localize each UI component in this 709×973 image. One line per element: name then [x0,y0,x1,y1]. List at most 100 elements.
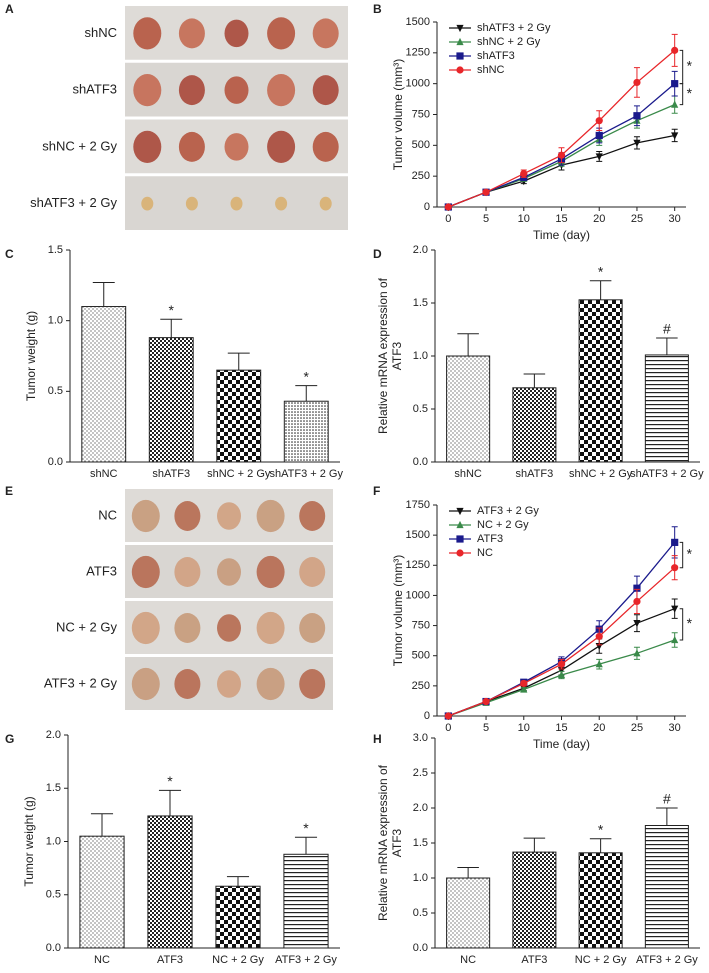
point [456,66,464,74]
row-label: shNC + 2 Gy [42,138,117,153]
y-tick-label: 0 [424,710,430,722]
sig-label: * [167,773,173,789]
tumor [224,76,249,104]
point [595,632,603,641]
x-tick-label: 5 [483,722,489,734]
y-tick-label: 500 [412,139,430,151]
error-bar [226,876,250,887]
tumor [267,74,296,107]
legend-label: shNC [477,64,505,76]
sig-label: # [663,321,671,337]
point [456,37,464,46]
x-tick-label: ATF3 [521,954,547,966]
tumor [312,18,339,49]
y-tick-label: 3.0 [413,732,428,744]
bar [147,815,193,949]
tumor [256,499,285,533]
point [595,131,603,140]
sig-bracket [679,608,684,641]
x-tick-label: NC [460,954,476,966]
y-tick-label: 2.0 [46,729,61,741]
row-label: shNC [84,25,117,40]
x-tick-label: shATF3 + 2 Gy [630,468,704,480]
y-tick-label: 1.5 [46,782,61,794]
x-tick-label: 30 [669,213,681,225]
sig-bracket [679,49,684,85]
row-label: ATF3 + 2 Gy [44,675,118,690]
error-bar [90,813,114,837]
tumor [217,614,241,642]
tumor [217,670,241,698]
point [595,660,603,668]
y-tick-label: 1.0 [46,835,61,847]
x-tick-label: shNC + 2 Gy [569,468,633,480]
tumor [275,196,288,211]
series-line [448,567,676,717]
sig-label: * [303,820,309,836]
tumor [131,499,160,533]
chart: H 0.0 0.5 1.0 1.5 2.0 2.5 3.0 Relative mRNA expr… [373,732,700,966]
bar [644,825,689,949]
y-axis-title: Relative mRNA expression of [376,764,390,921]
y-axis-title: ATF3 [390,828,404,857]
point [557,670,566,679]
y-tick-label: 0.0 [413,456,428,468]
panel-label: D [373,247,382,261]
error-bar [295,385,318,402]
tumor [178,75,205,106]
tumor [312,131,339,162]
tumor [319,196,332,211]
error-bar [457,867,479,878]
x-tick-label: NC + 2 Gy [575,954,627,966]
point [520,679,528,688]
x-tick-label: 0 [445,722,451,734]
series-line [448,134,675,208]
x-tick-label: 25 [631,722,643,734]
point [633,78,641,87]
tumor [178,131,205,162]
y-tick-label: 1.5 [413,297,428,309]
y-axis-title: Tumor volume (mm³) [391,555,405,667]
point [557,151,566,159]
y-tick-label: 2.0 [413,802,428,814]
chart: D 0.0 0.5 1.0 1.5 2.0 Relative mRNA expression… [373,244,704,480]
tumor [133,74,162,107]
x-tick-label: ATF3 [157,954,183,966]
tumor [217,502,241,530]
point [444,712,452,720]
y-tick-label: 1250 [406,47,430,59]
tumor [178,18,205,49]
legend-label: ATF3 [477,533,503,545]
x-tick-label: 0 [445,213,451,225]
y-tick-label: 250 [412,680,430,692]
panel-label: F [373,484,380,498]
x-tick-label: NC + 2 Gy [212,954,264,966]
x-tick-label: 10 [518,213,530,225]
point [671,564,679,572]
panel-label: H [373,732,382,746]
bar [148,337,194,463]
tumor [256,555,285,589]
error-bar [92,282,115,307]
x-tick-label: shNC [454,468,482,480]
x-tick-label: 20 [593,722,605,734]
y-tick-label: 250 [412,170,430,182]
point [456,520,464,529]
point [482,697,490,706]
legend-label: shATF3 + 2 Gy [477,22,551,34]
panel-label: C [5,247,14,261]
point [633,597,641,606]
panel-label: B [373,2,382,16]
bar [512,387,557,463]
error-bar [656,807,678,826]
x-tick-label: ATF3 + 2 Gy [636,954,698,966]
panel-label: G [5,732,14,746]
y-tick-label: 0.5 [413,907,428,919]
point [456,24,464,33]
legend-label: NC [477,547,493,559]
sig-bracket [679,83,684,106]
y-tick-label: 1250 [406,559,430,571]
